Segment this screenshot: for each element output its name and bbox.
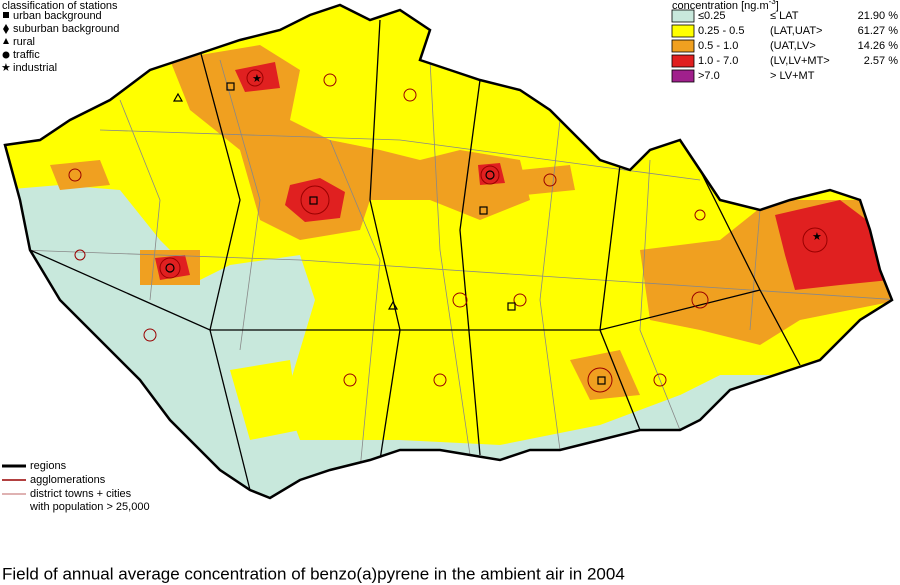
- legend-range: 1.0 - 7.0: [698, 55, 738, 67]
- legend-swatch: [671, 69, 695, 83]
- zone-yellow: [230, 350, 720, 440]
- district-borders: [19, 59, 892, 471]
- symbol-star: ★: [1, 62, 11, 74]
- legend-share: 61.27 %: [858, 25, 899, 37]
- legend-item: rural: [13, 36, 35, 48]
- concentration-rows: ≤0.25 ≤ LAT 21.90 % 0.25 - 0.5 (LAT,UAT> 61.2…: [671, 9, 899, 83]
- legend-range: 0.25 - 0.5: [698, 25, 744, 37]
- legend-item: suburban background: [13, 23, 119, 35]
- legend-swatch: [671, 54, 695, 68]
- svg-text:★: ★: [812, 231, 822, 243]
- legend-item: industrial: [13, 62, 57, 74]
- legend-range: 0.5 - 1.0: [698, 40, 738, 52]
- towns: [68, 69, 828, 393]
- legend-item: regions: [30, 460, 67, 472]
- legend-swatch: [671, 24, 695, 38]
- legend-item: with population > 25,000: [29, 501, 150, 513]
- industrial-stars: ★★: [252, 73, 822, 243]
- legend-item: traffic: [13, 49, 40, 61]
- symbol-triangle: [3, 38, 9, 44]
- region-borders: [29, 19, 801, 491]
- symbol-diamond: [3, 24, 9, 34]
- symbol-square: [3, 12, 9, 18]
- title: concentration [ng.m: [672, 0, 769, 12]
- legend-range: ≤0.25: [698, 10, 725, 22]
- legend-title: concentration [ng.m-3]: [672, 0, 779, 12]
- legend-share: 21.90 %: [858, 10, 899, 22]
- legend-share: 2.57 %: [864, 55, 898, 67]
- legend-share: 14.26 %: [858, 40, 899, 52]
- title-sup: -3: [769, 0, 777, 6]
- legend-swatch: [671, 39, 695, 53]
- zone-red: [155, 62, 890, 290]
- legend-range: >7.0: [698, 70, 720, 82]
- legend-item: district towns + cities: [30, 488, 132, 500]
- legend-item: urban background: [13, 10, 102, 22]
- station-symbols: [165, 82, 606, 385]
- legend-class: > LV+MT: [770, 70, 815, 82]
- zone-orange: [50, 160, 575, 285]
- title-end: ]: [776, 0, 779, 12]
- symbol-circle: [2, 51, 10, 59]
- legend-swatch: [671, 9, 695, 23]
- legend-class: ≤ LAT: [770, 10, 799, 22]
- legend-class: (LAT,UAT>: [770, 25, 822, 37]
- legend-class: (LV,LV+MT>: [770, 55, 830, 67]
- caption: Field of annual average concentration of…: [2, 564, 625, 583]
- zone-orange: [170, 45, 530, 240]
- legend-title: classification of stations: [2, 0, 118, 12]
- svg-text:★: ★: [252, 73, 262, 85]
- legend-item: agglomerations: [30, 474, 106, 486]
- legend-class: (UAT,LV>: [770, 40, 816, 52]
